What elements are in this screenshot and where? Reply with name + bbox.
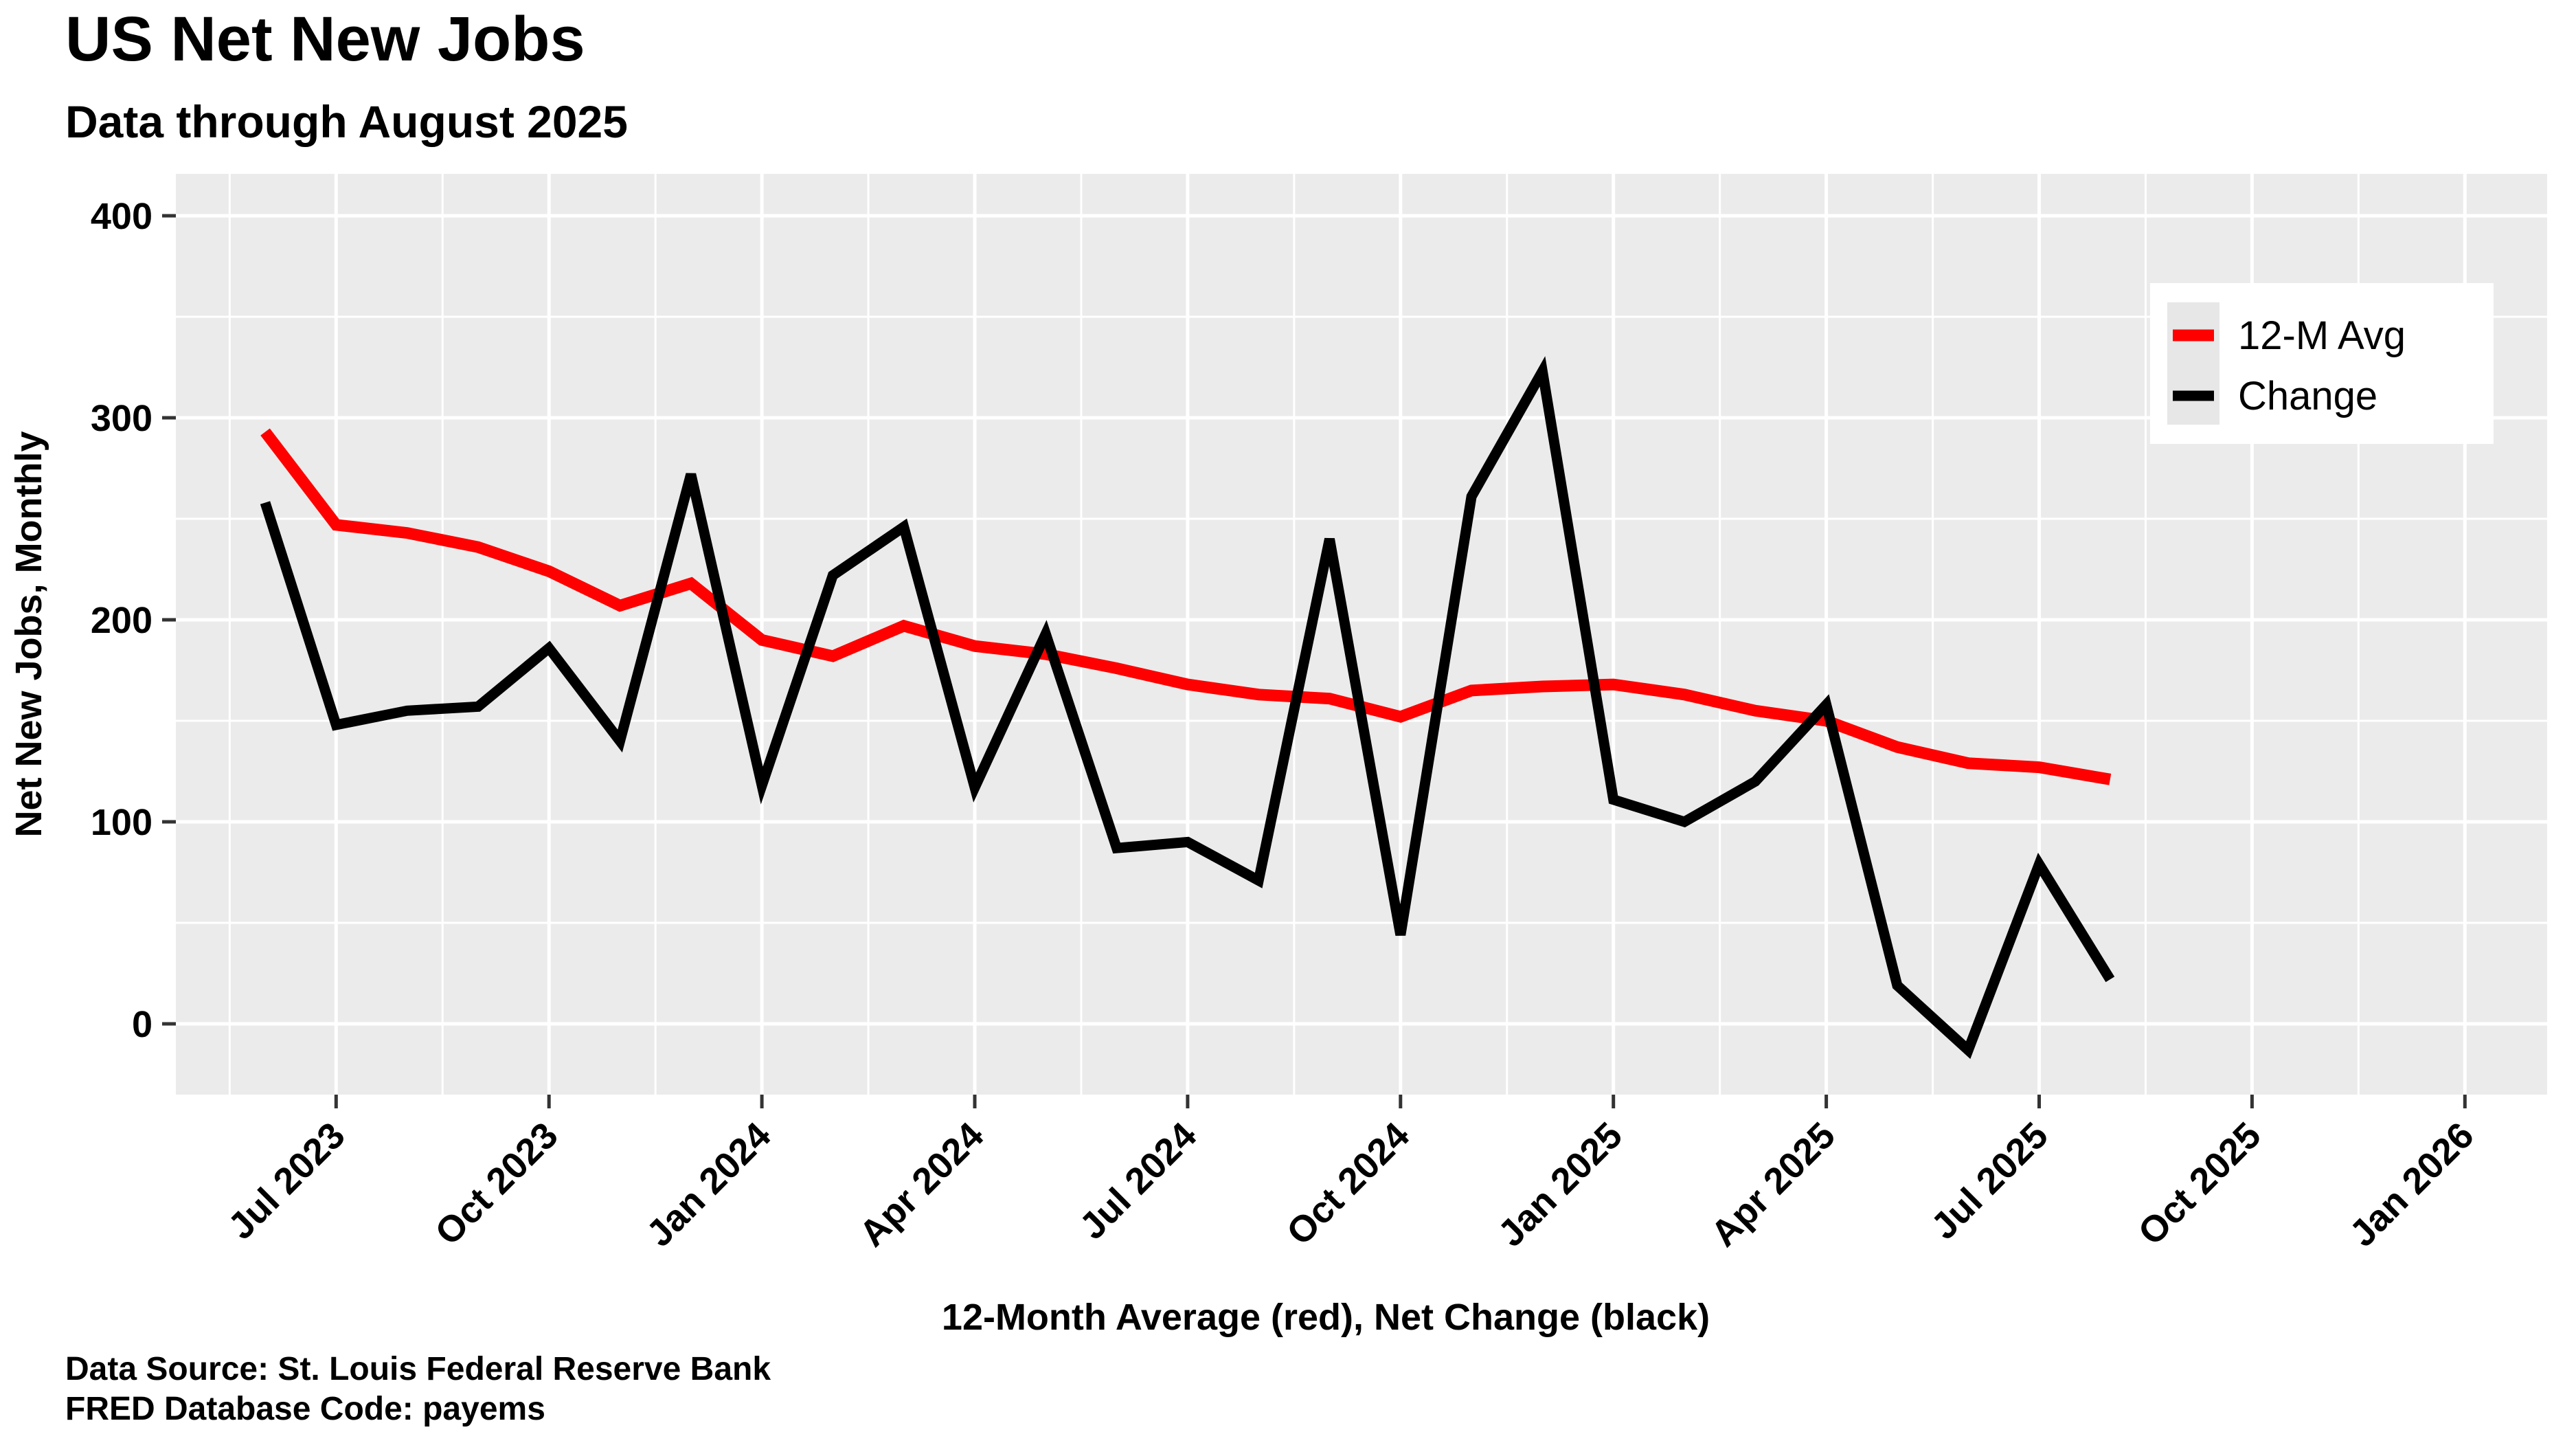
y-tick-label: 400 [91, 196, 152, 237]
x-axis-title: 12-Month Average (red), Net Change (blac… [942, 1297, 1710, 1338]
avg-line [260, 428, 2112, 785]
y-tick-label: 100 [91, 802, 152, 843]
caption-source: Data Source: St. Louis Federal Reserve B… [65, 1351, 771, 1387]
legend-label-change: Change [2238, 374, 2377, 418]
x-tick-label: Apr 2025 [1703, 1115, 1843, 1255]
legend: 12-M Avg Change [2150, 283, 2494, 444]
legend-label-avg: 12-M Avg [2238, 313, 2406, 358]
x-tick-label: Jan 2026 [2342, 1115, 2482, 1255]
chart-title: US Net New Jobs [65, 4, 585, 74]
x-tick-label: Jan 2024 [639, 1115, 779, 1255]
x-tick-label: Oct 2023 [427, 1115, 566, 1253]
x-axis-tick-labels: Jul 2023 Oct 2023 Jan 2024 Apr 2024 Jul 2024… [221, 1115, 2482, 1255]
chart-subtitle: Data through August 2025 [65, 96, 628, 147]
x-tick-label: Jul 2025 [1923, 1115, 2056, 1247]
x-tick-label: Oct 2024 [1279, 1115, 1418, 1253]
change-line [260, 356, 2115, 1060]
y-axis-title: Net New Jobs, Monthly [8, 431, 49, 837]
caption-fred-code: FRED Database Code: payems [65, 1391, 545, 1427]
x-tick-label: Jan 2025 [1490, 1115, 1630, 1255]
y-tick-label: 0 [132, 1004, 152, 1045]
y-axis-tick-labels: 0 100 200 300 400 [91, 196, 152, 1045]
data-lines [260, 356, 2115, 1060]
y-tick-label: 300 [91, 398, 152, 439]
x-tick-label: Oct 2025 [2130, 1115, 2269, 1253]
y-tick-label: 200 [91, 600, 152, 641]
x-tick-label: Jul 2024 [1072, 1115, 1204, 1247]
x-tick-label: Jul 2023 [221, 1115, 353, 1247]
x-tick-label: Apr 2024 [852, 1115, 992, 1255]
legend-key-background [2167, 302, 2219, 425]
axis-tick-marks [162, 214, 2467, 1108]
